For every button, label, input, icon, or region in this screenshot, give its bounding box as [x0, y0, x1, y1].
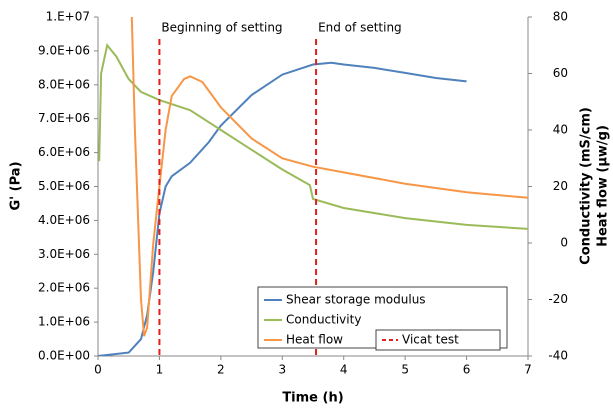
annotation: Beginning of setting	[161, 21, 282, 35]
x-tick-label: 2	[217, 363, 225, 377]
x-tick-label: 7	[524, 363, 532, 377]
y-axis-title: G' (Pa)	[9, 161, 24, 210]
y-tick-label: 1.0E+06	[38, 315, 90, 329]
y2-tick-label: -40	[548, 349, 568, 363]
y2-tick-label: -20	[548, 292, 568, 306]
x-axis-title: Time (h)	[282, 391, 343, 406]
x-tick-label: 3	[278, 363, 286, 377]
legend-label: Heat flow	[286, 333, 343, 347]
y-tick-label: 3.0E+06	[38, 247, 90, 261]
legend-label: Vicat test	[402, 333, 459, 347]
annotation: End of setting	[318, 21, 402, 35]
y-tick-label: 9.0E+06	[38, 43, 90, 57]
y2-tick-label: 80	[553, 10, 568, 24]
series-line	[130, 17, 528, 337]
x-tick-label: 5	[401, 363, 409, 377]
y2-tick-label: 60	[553, 66, 568, 80]
x-tick-label: 6	[463, 363, 471, 377]
y-tick-label: 7.0E+06	[38, 111, 90, 125]
y-tick-label: 2.0E+06	[38, 281, 90, 295]
y-tick-label: 6.0E+06	[38, 145, 90, 159]
series-line	[98, 43, 528, 230]
y-tick-label: 5.0E+06	[38, 179, 90, 193]
legend-label: Conductivity	[286, 313, 361, 327]
y-tick-label: 0.0E+00	[38, 349, 90, 363]
y2-tick-label: 0	[560, 236, 568, 250]
x-tick-label: 0	[94, 363, 102, 377]
legend-label: Shear storage modulus	[286, 293, 426, 307]
y-tick-label: 8.0E+06	[38, 77, 90, 91]
y-tick-label: 1.E+07	[46, 10, 90, 24]
y2-tick-label: 40	[553, 123, 568, 137]
legend-box	[375, 329, 501, 351]
y2-axis-title: Heat flow (µw/g)	[596, 125, 611, 247]
x-tick-label: 4	[340, 363, 348, 377]
y2-tick-label: 20	[553, 179, 568, 193]
x-tick-label: 1	[156, 363, 164, 377]
y-tick-label: 4.0E+06	[38, 213, 90, 227]
y2-axis-title: Conductivity (mS/cm)	[579, 107, 594, 265]
